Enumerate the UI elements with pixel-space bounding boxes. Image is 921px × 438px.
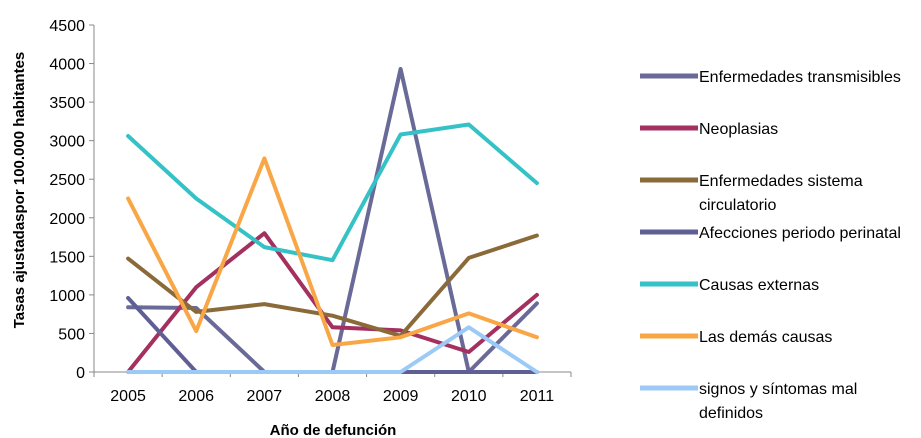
legend-item-6: Las demás causas	[640, 329, 832, 346]
x-tick-label: 2006	[178, 388, 214, 405]
y-tick-label: 500	[58, 326, 85, 343]
x-tick-label: 2009	[383, 388, 419, 405]
legend-label: Causas externas	[699, 277, 819, 294]
legend-label: definidos	[699, 405, 763, 422]
legend-label: Las demás causas	[699, 329, 832, 346]
x-tick-label: 2010	[451, 388, 487, 405]
series-line-3	[126, 233, 539, 338]
legend-item-4: Afecciones periodo perinatal	[640, 225, 901, 242]
y-tick-label: 2500	[49, 172, 85, 189]
y-tick-label: 4000	[49, 57, 85, 74]
x-tick-labels: 2005 2006 2007 2008 2009 2010 2011	[93, 372, 572, 405]
y-tick-label: 0	[76, 365, 85, 382]
legend-label: Enfermedades transmisibles	[699, 69, 901, 86]
x-tick-label: 2007	[247, 388, 283, 405]
legend-item-7: signos y síntomas mal definidos	[640, 381, 857, 422]
y-tick-label: 3000	[49, 134, 85, 151]
series-line-5	[126, 122, 539, 263]
legend-item-2: Neoplasias	[640, 121, 778, 138]
x-axis: 2005 2006 2007 2008 2009 2010 2011	[93, 371, 572, 405]
x-tick-label: 2008	[315, 388, 351, 405]
y-tick-labels: 0 500 1000 1500 2000 2500 3000 3500 4000 4500	[49, 18, 94, 382]
series-line-6	[126, 156, 539, 347]
y-tick-label: 1000	[49, 288, 85, 305]
y-tick-label: 2000	[49, 211, 85, 228]
series-line-2	[126, 231, 539, 374]
legend-item-1: Enfermedades transmisibles	[640, 69, 901, 86]
legend-item-5: Causas externas	[640, 277, 819, 294]
y-tick-label: 3500	[49, 95, 85, 112]
series-lines	[126, 67, 539, 374]
x-tick-label: 2005	[110, 388, 146, 405]
legend-label: signos y síntomas mal	[699, 381, 857, 398]
legend-label: Enfermedades sistema	[699, 173, 863, 190]
y-tick-label: 4500	[49, 18, 85, 35]
y-axis-title: Tasas ajustadaspor 100.000 habitantes	[11, 52, 28, 329]
series-line-7	[126, 325, 539, 374]
legend-label: Afecciones periodo perinatal	[699, 225, 901, 242]
y-tick-label: 1500	[49, 249, 85, 266]
x-tick-label: 2011	[520, 388, 555, 405]
legend-item-3: Enfermedades sistema circulatorio	[640, 173, 863, 214]
legend: Enfermedades transmisibles Neoplasias Enfe…	[640, 69, 901, 422]
legend-label: Neoplasias	[699, 121, 778, 138]
x-axis-title: Año de defunción	[270, 422, 397, 438]
legend-label: circulatorio	[699, 197, 776, 214]
y-axis: 0 500 1000 1500 2000 2500 3000 3500 4000 4500	[49, 18, 95, 382]
